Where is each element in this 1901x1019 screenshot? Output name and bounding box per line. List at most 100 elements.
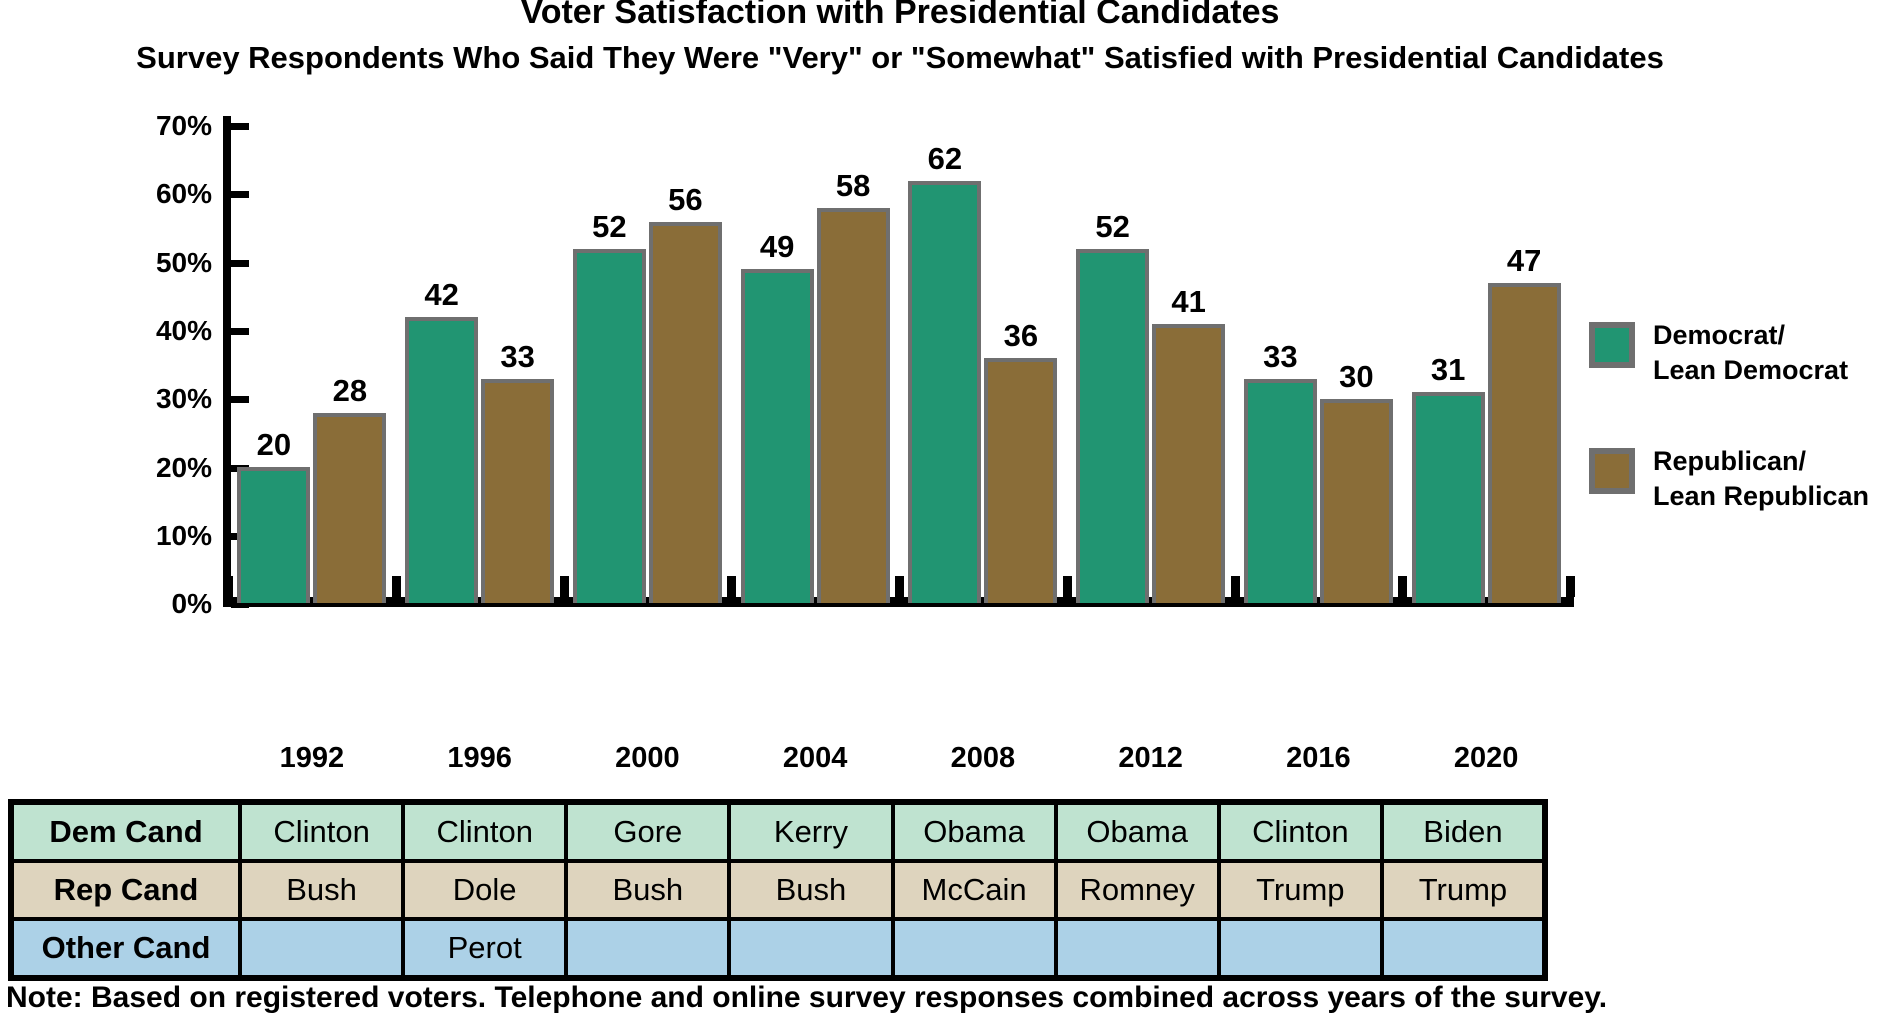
x-axis-tick: [1566, 576, 1575, 597]
legend-label-democrat-line2: Lean Democrat: [1653, 355, 1849, 385]
x-axis-year-label: 2016: [1286, 742, 1351, 774]
bar-value-label: 33: [500, 338, 535, 374]
table-row-header: Rep Cand: [9, 859, 242, 921]
bar-value-label: 28: [332, 372, 368, 408]
table-row-header: Other Cand: [9, 917, 242, 980]
x-axis-year-label: 2008: [950, 742, 1016, 774]
x-axis-year-label: 2004: [782, 742, 848, 774]
table-cell: Obama: [890, 800, 1058, 863]
chart-title: Voter Satisfaction with Presidential Can…: [520, 0, 1280, 31]
chart-legend: Democrat/ Lean Democrat Republican/ Lean…: [1589, 318, 1901, 570]
x-axis-tick: [1230, 576, 1240, 597]
y-axis-tick-label: 20%: [155, 451, 212, 483]
y-axis-tick: [231, 601, 249, 609]
table-cell: Dole: [401, 859, 569, 921]
x-axis-year-label: 1996: [447, 742, 512, 774]
y-axis-tick: [231, 259, 249, 267]
table-cell: Obama: [1053, 800, 1221, 863]
bar-value-label: 41: [1171, 283, 1206, 319]
legend-label-republican-line1: Republican/: [1653, 446, 1807, 476]
bar-value-label: 62: [927, 140, 963, 176]
x-axis-tick: [895, 576, 904, 597]
bar-value-label: 20: [256, 427, 292, 463]
x-axis-tick: [559, 576, 569, 597]
table-cell: Kerry: [727, 800, 895, 863]
bar-value-label: 49: [759, 229, 795, 265]
democrat-bar: [572, 248, 646, 603]
republican-bar: [816, 207, 890, 603]
y-axis-tick: [231, 327, 249, 335]
table-cell: [564, 917, 732, 980]
x-axis-tick: [224, 576, 233, 597]
y-axis-tick-label: 50%: [155, 246, 212, 278]
table-row: Dem Cand Clinton Clinton Gore Kerry Obama Obam…: [9, 800, 1548, 863]
legend-item-republican: Republican/ Lean Republican: [1589, 444, 1901, 511]
y-axis-tick: [231, 396, 249, 404]
y-axis-tick-label: 40%: [155, 314, 212, 346]
republican-color-swatch: [1589, 448, 1635, 494]
table-cell: Trump: [1379, 859, 1548, 921]
table-cell: Romney: [1053, 859, 1221, 921]
democrat-bar: [405, 317, 479, 603]
y-axis-tick-label: 60%: [155, 178, 212, 210]
table-row: Other Cand Perot: [9, 917, 1548, 980]
table-row-header: Dem Cand: [9, 800, 242, 863]
y-axis-line: [223, 116, 231, 607]
bar-value-label: 31: [1430, 352, 1466, 388]
republican-bar: [984, 358, 1058, 603]
table-cell: Bush: [237, 859, 406, 921]
table-cell: [1053, 917, 1221, 980]
x-axis-tick: [727, 576, 737, 597]
democrat-bar: [740, 269, 814, 603]
bar-value-label: 56: [668, 181, 703, 217]
legend-label-republican-line2: Lean Republican: [1653, 481, 1870, 511]
y-axis-tick-label: 10%: [155, 519, 212, 551]
table-cell: Clinton: [237, 800, 406, 863]
table-cell: [890, 917, 1058, 980]
legend-label-democrat-line1: Democrat/: [1653, 320, 1786, 350]
democrat-bar: [1411, 392, 1485, 603]
bar-value-label: 52: [592, 208, 627, 244]
x-axis-year-label: 2000: [615, 742, 680, 774]
democrat-bar: [1076, 248, 1150, 603]
table-cell: [1216, 917, 1384, 980]
y-axis-tick-label: 30%: [155, 383, 212, 415]
republican-bar: [481, 378, 555, 603]
bar-value-label: 47: [1506, 242, 1542, 278]
y-axis-tick: [231, 123, 249, 130]
legend-label-republican: Republican/ Lean Republican: [1653, 444, 1869, 514]
table-cell: McCain: [890, 859, 1058, 921]
table-cell: Bush: [727, 859, 895, 921]
table-cell: Gore: [564, 800, 732, 863]
x-axis-year-label: 2020: [1453, 742, 1519, 774]
bar-value-label: 52: [1095, 208, 1130, 244]
y-axis-tick: [231, 191, 249, 199]
bar-value-label: 30: [1339, 359, 1374, 395]
table-cell: Trump: [1216, 859, 1384, 921]
x-axis-tick: [391, 576, 401, 597]
democrat-bar: [237, 467, 311, 603]
bar-value-label: 58: [835, 167, 871, 203]
candidate-table: Dem Cand Clinton Clinton Gore Kerry Obama Obam…: [8, 799, 1548, 981]
republican-bar: [1319, 399, 1393, 603]
republican-bar: [1152, 323, 1226, 603]
democrat-color-swatch: [1589, 322, 1635, 368]
legend-item-democrat: Democrat/ Lean Democrat: [1589, 318, 1901, 385]
y-axis-tick-label: 0%: [171, 588, 212, 620]
democrat-bar: [908, 180, 982, 603]
table-cell: Perot: [401, 917, 569, 980]
table-cell: Bush: [564, 859, 732, 921]
x-axis-line: [223, 597, 1574, 607]
x-axis-year-label: 2012: [1118, 742, 1183, 774]
table-row: Rep Cand Bush Dole Bush Bush McCain Romney Trum…: [9, 859, 1548, 921]
y-axis-tick-label: 70%: [155, 110, 212, 141]
legend-label-democrat: Democrat/ Lean Democrat: [1653, 318, 1848, 388]
x-axis-tick: [1398, 576, 1408, 597]
bar-value-label: 42: [424, 277, 459, 313]
table-cell: Biden: [1379, 800, 1548, 863]
bar-value-label: 36: [1003, 318, 1039, 354]
table-cell: Clinton: [401, 800, 569, 863]
republican-bar: [648, 221, 722, 603]
footnote: Note: Based on registered voters. Teleph…: [6, 981, 1608, 1014]
democrat-bar: [1243, 378, 1317, 603]
